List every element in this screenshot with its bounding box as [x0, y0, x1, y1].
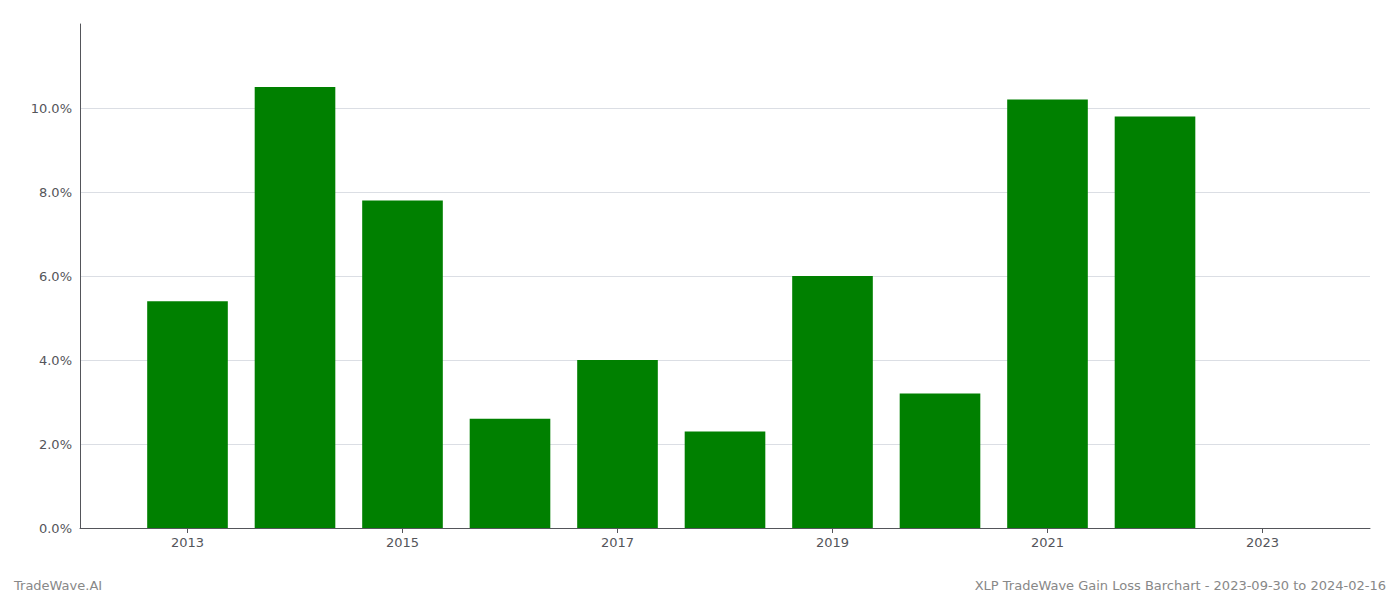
svg-text:2013: 2013 [171, 535, 204, 550]
svg-text:TradeWave.AI: TradeWave.AI [13, 578, 102, 593]
svg-text:2023: 2023 [1246, 535, 1279, 550]
svg-text:2021: 2021 [1031, 535, 1064, 550]
svg-text:0.0%: 0.0% [39, 521, 72, 536]
svg-text:2017: 2017 [601, 535, 634, 550]
svg-text:2019: 2019 [816, 535, 849, 550]
svg-text:10.0%: 10.0% [31, 101, 72, 116]
svg-text:2015: 2015 [386, 535, 419, 550]
svg-text:4.0%: 4.0% [39, 353, 72, 368]
svg-text:8.0%: 8.0% [39, 185, 72, 200]
svg-text:6.0%: 6.0% [39, 269, 72, 284]
svg-text:2.0%: 2.0% [39, 437, 72, 452]
svg-text:XLP TradeWave Gain Loss Barcha: XLP TradeWave Gain Loss Barchart - 2023-… [975, 578, 1386, 593]
